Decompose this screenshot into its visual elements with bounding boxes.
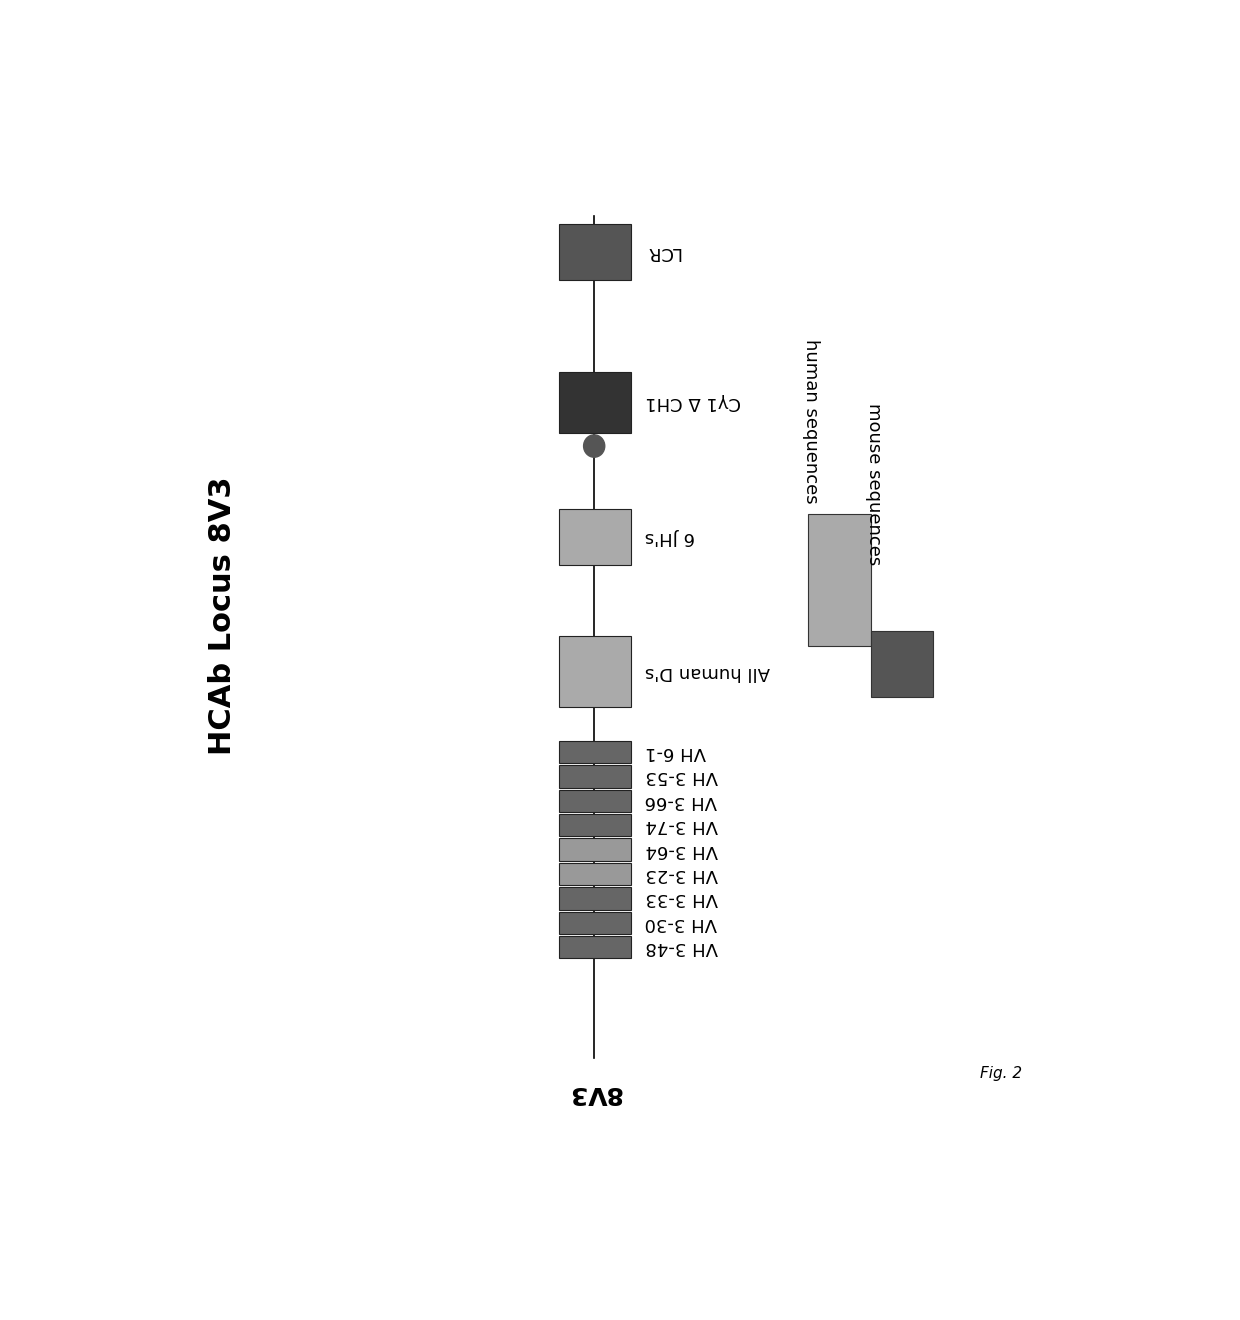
Text: VH 3-64: VH 3-64 <box>645 841 718 858</box>
Text: VH 3-33: VH 3-33 <box>645 890 718 907</box>
Text: VH 3-74: VH 3-74 <box>645 816 718 834</box>
Text: VH 3-66: VH 3-66 <box>645 792 718 809</box>
Bar <box>558 766 631 788</box>
Bar <box>870 631 934 697</box>
Bar <box>558 636 631 708</box>
Bar <box>558 372 631 433</box>
Text: VH 6-1: VH 6-1 <box>645 743 706 760</box>
Text: LCR: LCR <box>645 243 680 261</box>
Bar <box>558 936 631 958</box>
Text: human sequences: human sequences <box>802 339 821 504</box>
Bar <box>558 510 631 565</box>
Text: All human D's: All human D's <box>645 663 770 681</box>
Bar <box>558 912 631 935</box>
Text: VH 3-30: VH 3-30 <box>645 913 718 932</box>
Bar <box>558 863 631 886</box>
Text: Fig. 2: Fig. 2 <box>980 1065 1022 1081</box>
Text: VH 3-23: VH 3-23 <box>645 865 718 883</box>
Bar <box>558 224 631 280</box>
Bar <box>558 838 631 861</box>
Text: VH 3-53: VH 3-53 <box>645 767 718 785</box>
Text: mouse sequences: mouse sequences <box>864 403 883 565</box>
Text: 6 JH's: 6 JH's <box>645 528 696 546</box>
Bar <box>558 789 631 812</box>
Circle shape <box>584 434 605 457</box>
Text: HCAb Locus 8V3: HCAb Locus 8V3 <box>208 477 237 755</box>
Text: 8V3: 8V3 <box>567 1081 621 1105</box>
Bar <box>558 887 631 909</box>
Bar <box>808 515 870 647</box>
Bar <box>558 814 631 837</box>
Text: Cγ1 Δ CH1: Cγ1 Δ CH1 <box>645 393 740 412</box>
Bar <box>558 741 631 763</box>
Text: VH 3-48: VH 3-48 <box>645 939 718 956</box>
